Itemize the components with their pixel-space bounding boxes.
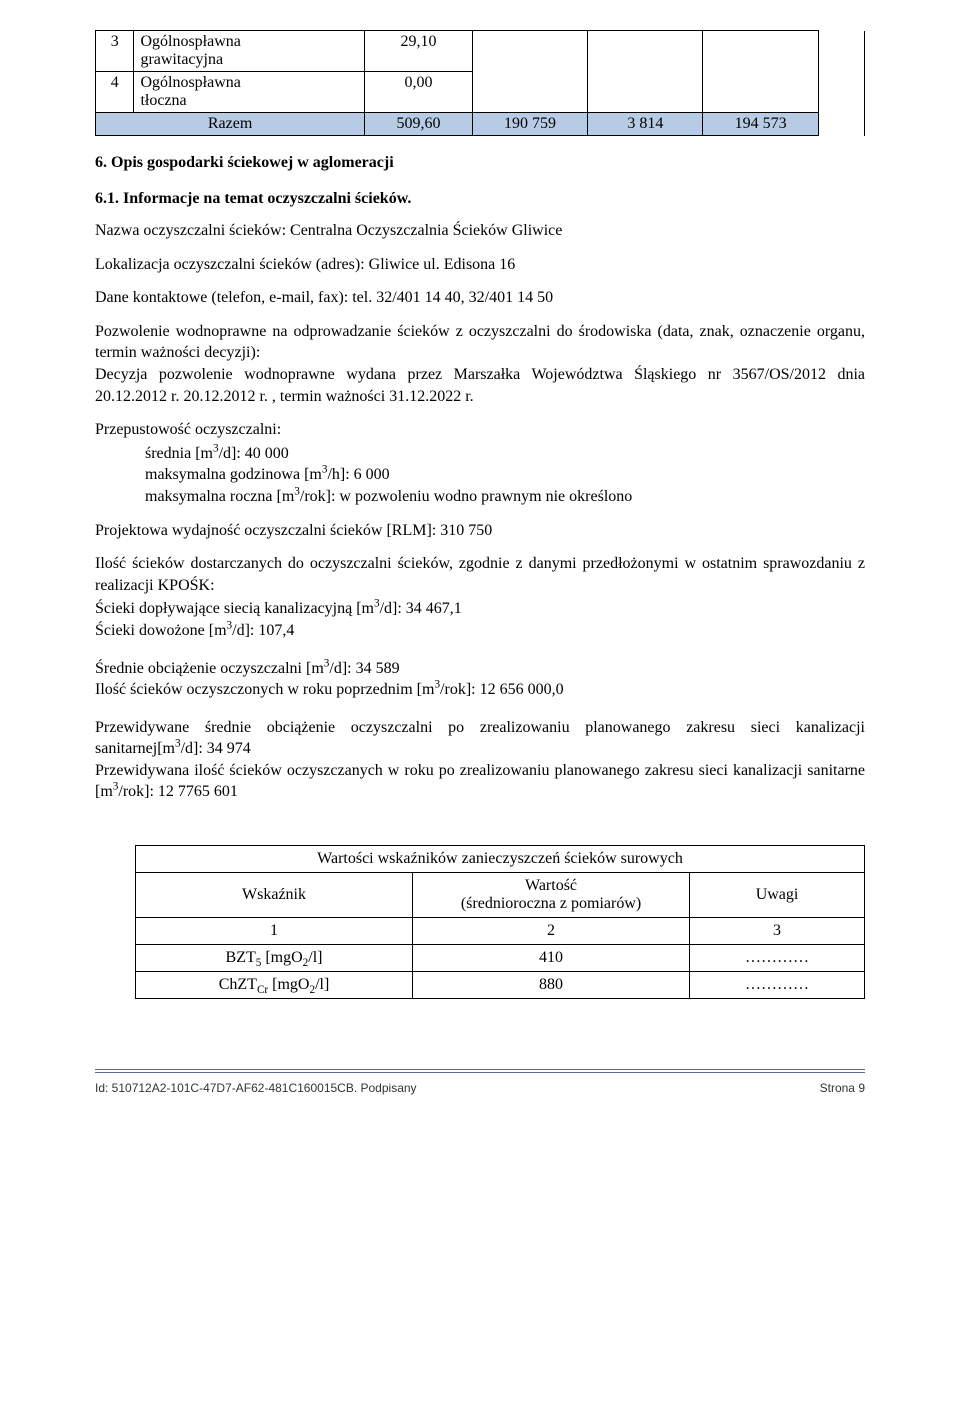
text-part: ChZT [219,976,257,993]
section-heading-6-1: 6.1. Informacje na temat oczyszczalni śc… [95,190,865,208]
empty-margin-cell [818,31,864,136]
header-cell-1: Wskaźnik [136,873,413,918]
list-item: maksymalna godzinowa [m3/h]: 6 000 [145,464,865,486]
text-part: /d]: 34 589 [329,660,399,677]
row-label: Ogólnospławna tłoczna [134,72,365,113]
caption-row: Wartości wskaźników zanieczyszczeń ściek… [136,846,865,873]
numbering-row: 1 2 3 [136,918,865,945]
text-part: Średnie obciążenie oczyszczalni [m [95,660,324,677]
total-v3: 3 814 [588,113,703,136]
text-part: maksymalna godzinowa [m [145,466,322,483]
supply-intro: Ilość ścieków dostarczanych do oczyszcza… [95,553,865,596]
indicator-value: 880 [413,972,690,999]
row-value: 29,10 [365,31,473,72]
permit-paragraph: Pozwolenie wodnoprawne na odprowadzanie … [95,321,865,407]
label-text: Ogólnospławna [140,33,240,50]
data-row: ChZTCr [mgO2/l] 880 ………… [136,972,865,999]
header-text: Wartość [525,877,577,894]
empty-cell [703,31,818,113]
list-item: maksymalna roczna [m3/rok]: w pozwoleniu… [145,486,865,508]
text-part: [mgO [261,949,302,966]
pollutant-table: Wartości wskaźników zanieczyszczeń ściek… [135,845,865,999]
text-part: /d]: 34 974 [181,740,251,757]
header-cell-2: Wartość (średnioroczna z pomiarów) [413,873,690,918]
header-text: Wskaźnik [242,886,306,903]
plant-contact: Dane kontaktowe (telefon, e-mail, fax): … [95,287,865,309]
row-label: Ogólnospławna grawitacyjna [134,31,365,72]
text-part: średnia [m [145,445,213,462]
kanalization-summary-table: 3 Ogólnospławna grawitacyjna 29,10 4 Ogó… [95,30,865,136]
indicator-note: ………… [690,972,865,999]
throughput-title: Przepustowość oczyszczalni: [95,419,865,441]
text-part: /d]: 34 467,1 [380,600,462,617]
footer-divider [95,1069,865,1073]
text-part: /rok]: 12 7765 601 [118,783,238,800]
subscript: Cr [257,984,268,996]
plant-location: Lokalizacja oczyszczalni ścieków (adres)… [95,254,865,276]
supply-lines: Ścieki dopływające siecią kanalizacyjną … [95,598,865,641]
throughput-list: średnia [m3/d]: 40 000 maksymalna godzin… [145,443,865,508]
pollutant-table-wrap: Wartości wskaźników zanieczyszczeń ściek… [135,845,865,999]
plant-name: Nazwa oczyszczalni ścieków: Centralna Oc… [95,220,865,242]
footer-page: Strona 9 [820,1081,865,1095]
label-text: Ogólnospławna [140,74,240,91]
text-part: /l] [315,976,329,993]
header-text: Uwagi [756,886,799,903]
design-capacity: Projektowa wydajność oczyszczalni ściekó… [95,520,865,542]
col-num: 3 [690,918,865,945]
row-number: 4 [96,72,134,113]
section-heading-6: 6. Opis gospodarki ściekowej w aglomerac… [95,154,865,172]
total-row: Razem 509,60 190 759 3 814 194 573 [96,113,865,136]
total-v2: 190 759 [472,113,587,136]
text-part: /h]: 6 000 [327,466,389,483]
text-part: /rok]: w pozwoleniu wodno prawnym nie ok… [300,488,632,505]
text-part: [mgO [268,976,309,993]
label-text: tłoczna [140,92,186,109]
label-text: grawitacyjna [140,51,223,68]
text-part: Ścieki dowożone [m [95,622,227,639]
text-part: /l] [308,949,322,966]
total-label: Razem [96,113,365,136]
text-part: /d]: 40 000 [219,445,289,462]
empty-cell [472,31,587,113]
table-row: 3 Ogólnospławna grawitacyjna 29,10 [96,31,865,72]
text-part: BZT [226,949,256,966]
indicator-note: ………… [690,945,865,972]
indicator-value: 410 [413,945,690,972]
forecast-block: Przewidywane średnie obciążenie oczyszcz… [95,717,865,803]
text-part: /d]: 107,4 [232,622,294,639]
row-value: 0,00 [365,72,473,113]
empty-cell [588,31,703,113]
text-part: /rok]: 12 656 000,0 [440,681,564,698]
list-item: średnia [m3/d]: 40 000 [145,443,865,465]
header-row: Wskaźnik Wartość (średnioroczna z pomiar… [136,873,865,918]
supply-line: Ścieki dopływające siecią kanalizacyjną … [95,598,865,620]
row-number: 3 [96,31,134,72]
table-caption: Wartości wskaźników zanieczyszczeń ściek… [136,846,865,873]
indicator-label: BZT5 [mgO2/l] [136,945,413,972]
header-cell-3: Uwagi [690,873,865,918]
total-v4: 194 573 [703,113,818,136]
footer-id: Id: 510712A2-101C-47D7-AF62-481C160015CB… [95,1081,417,1095]
document-page: 3 Ogólnospławna grawitacyjna 29,10 4 Ogó… [0,0,960,1402]
indicator-label: ChZTCr [mgO2/l] [136,972,413,999]
text-part: Ścieki dopływające siecią kanalizacyjną … [95,600,374,617]
header-text: (średnioroczna z pomiarów) [461,895,641,912]
text-part: Ilość ścieków oczyszczonych w roku poprz… [95,681,434,698]
load-block: Średnie obciążenie oczyszczalni [m3/d]: … [95,658,865,701]
col-num: 2 [413,918,690,945]
text-part: maksymalna roczna [m [145,488,294,505]
data-row: BZT5 [mgO2/l] 410 ………… [136,945,865,972]
footer: Id: 510712A2-101C-47D7-AF62-481C160015CB… [95,1081,865,1095]
total-v1: 509,60 [365,113,473,136]
supply-line: Ścieki dowożone [m3/d]: 107,4 [95,620,865,642]
col-num: 1 [136,918,413,945]
